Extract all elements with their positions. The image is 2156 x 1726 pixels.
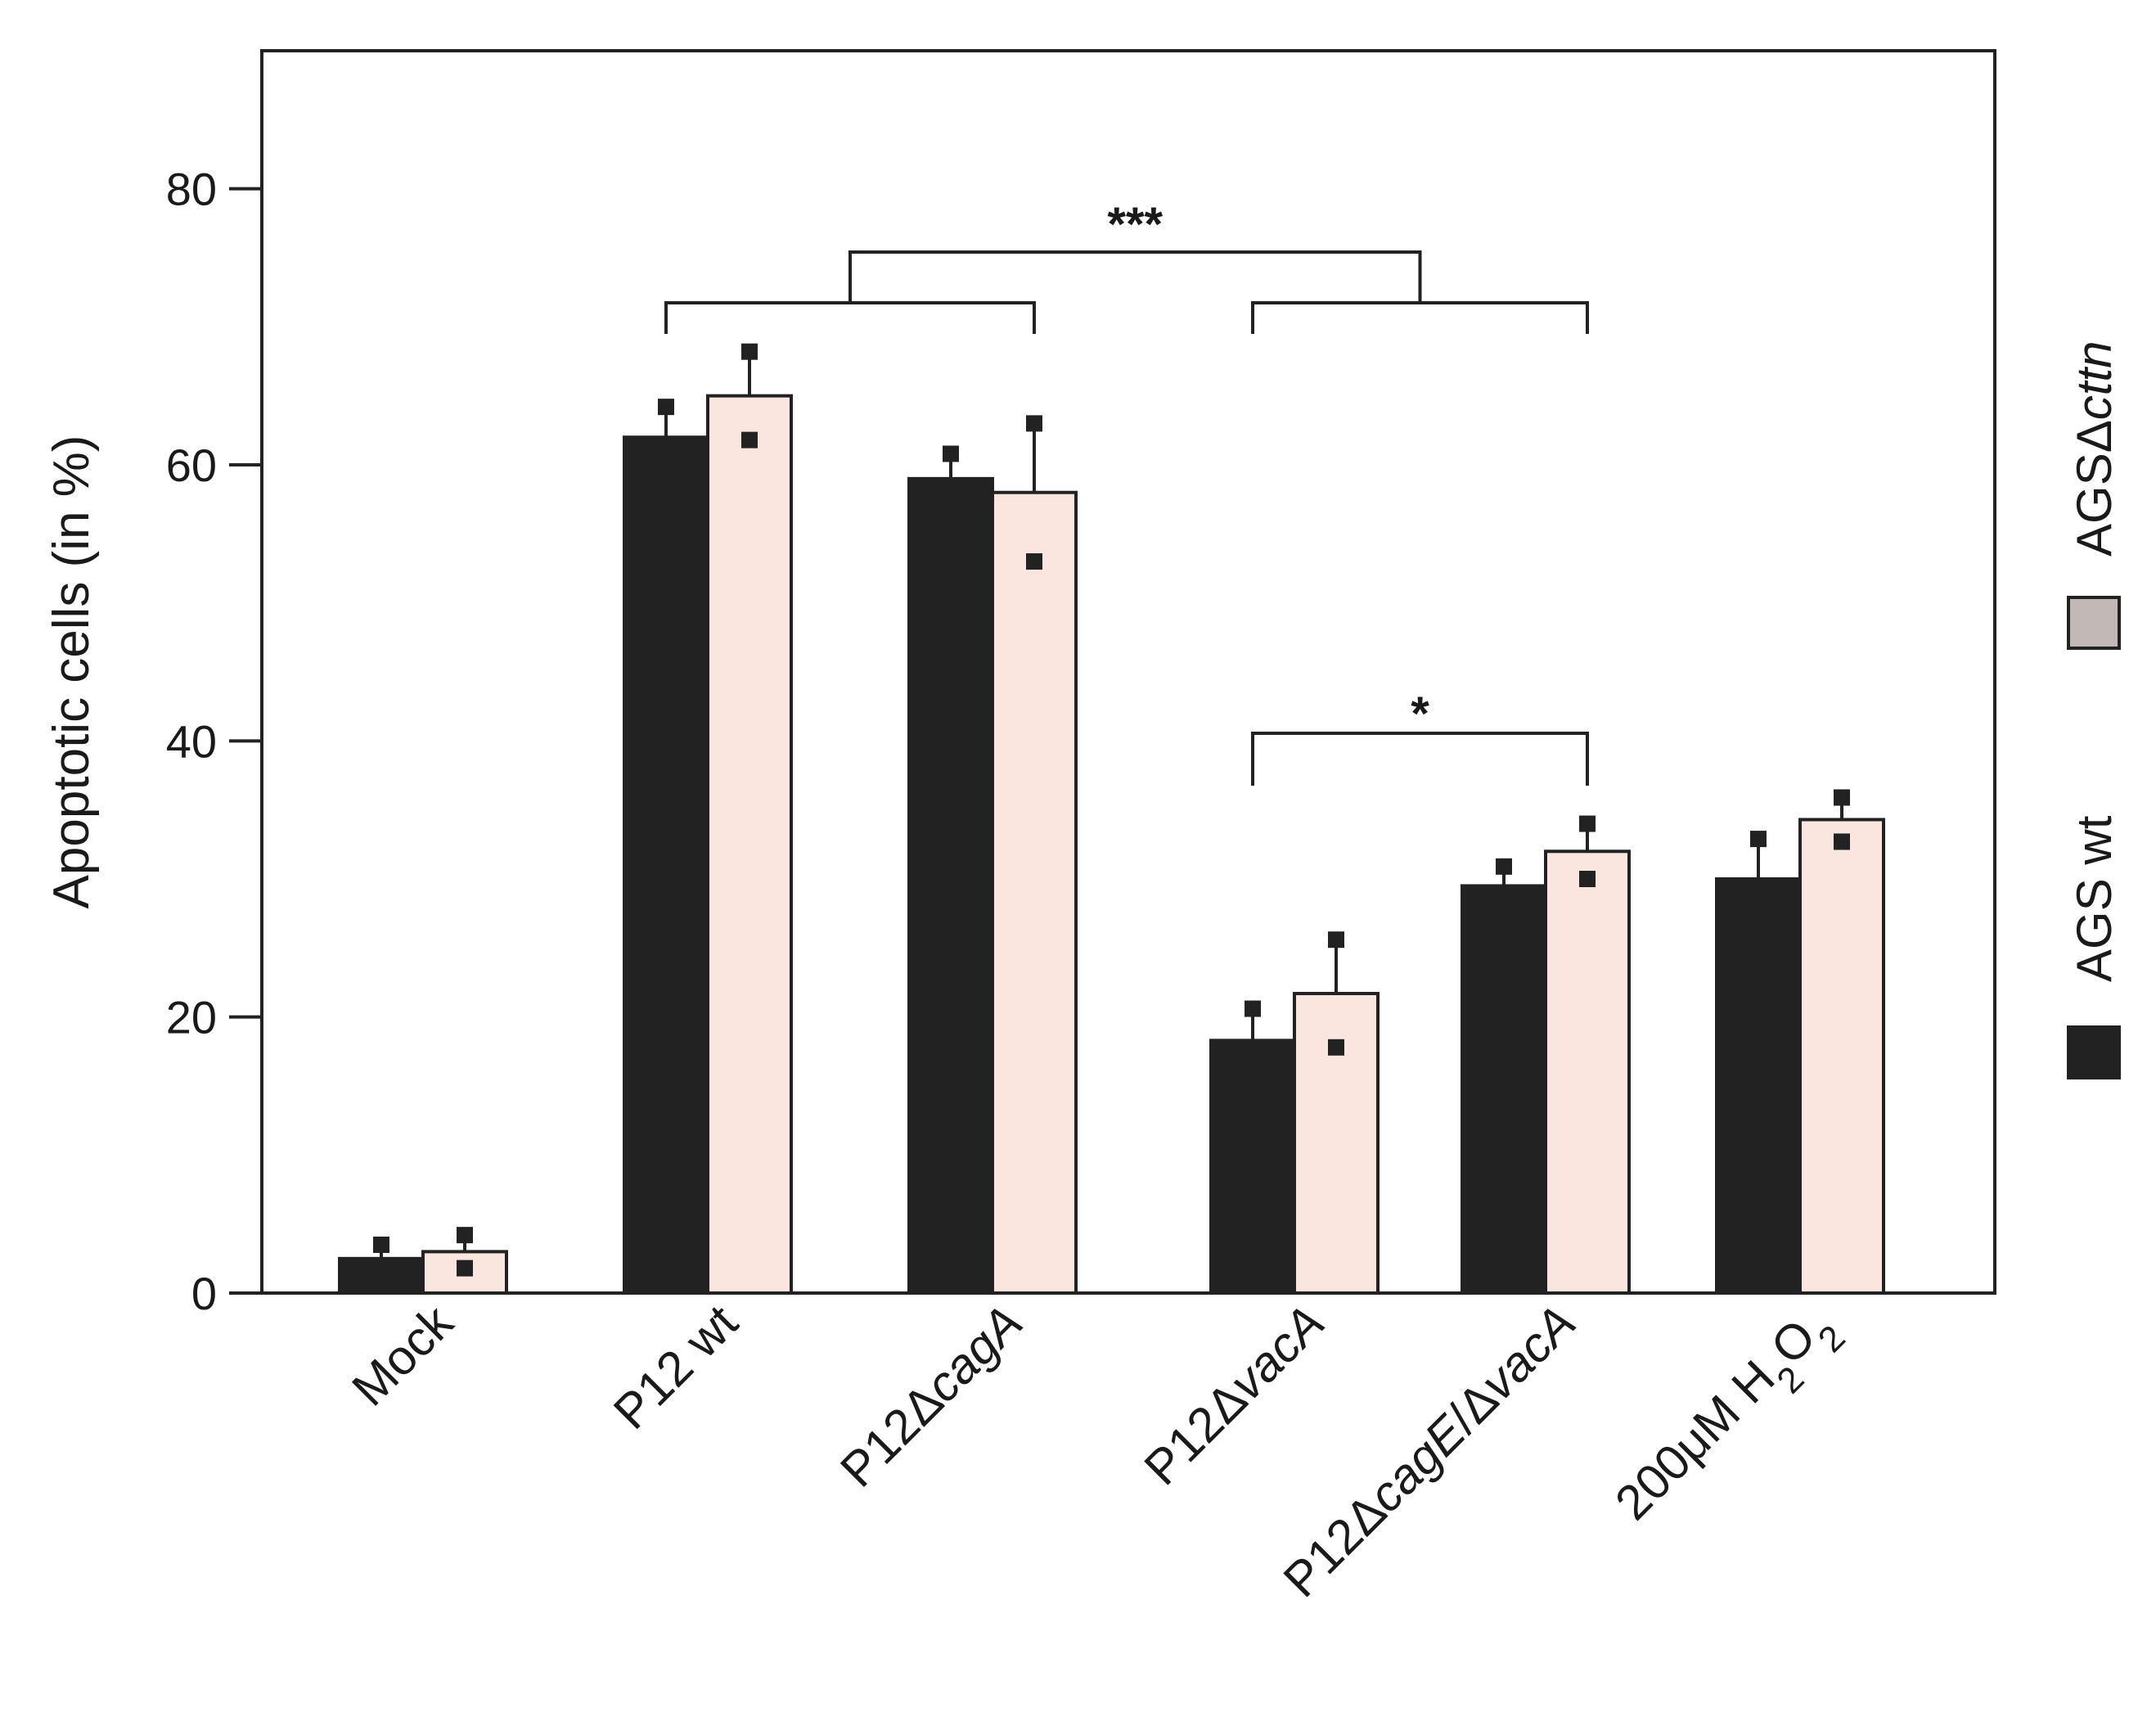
error-cap-upper [1328, 931, 1344, 949]
error-cap-lower [1579, 871, 1596, 887]
bar-ags-wt [1715, 877, 1802, 1295]
legend-swatch-ags-wt [2067, 1025, 2121, 1079]
bracket-right-pair [1251, 301, 1589, 334]
bar-ags-wt [1209, 1039, 1296, 1295]
bar-ags-wt [1461, 884, 1547, 1296]
error-cap-lower [1245, 1064, 1261, 1081]
significance-label-single: * [1411, 687, 1429, 741]
error-cap-upper [1496, 858, 1512, 875]
error-cap-upper [741, 343, 758, 360]
bar-ags-dcttn [1798, 818, 1885, 1295]
legend-label-ags-wt: AGS wt [2067, 815, 2122, 982]
plot-frame [260, 49, 1996, 1295]
bar-ags-dcttn [1544, 849, 1631, 1296]
bar-ags-dcttn [991, 490, 1078, 1295]
error-cap-upper [658, 399, 674, 416]
error-cap-upper [457, 1227, 473, 1244]
error-cap-lower [1834, 833, 1850, 850]
error-cap-lower [1496, 897, 1512, 914]
error-cap-lower [457, 1260, 473, 1277]
error-cap-upper [1834, 789, 1850, 806]
legend-label-ags-dcttn: AGSΔcttn [2067, 340, 2122, 557]
error-cap-upper [1026, 415, 1042, 432]
legend: AGS wt AGSΔcttn [2067, 340, 2122, 1079]
error-cap-lower [741, 431, 758, 448]
error-cap-upper [1245, 1000, 1261, 1017]
category-label: P12ΔcagA [830, 1295, 1033, 1498]
error-cap-lower [658, 459, 674, 476]
significance-label-triple: *** [1107, 198, 1163, 251]
axes: 0 20 40 60 80 Apoptotic cells (in %) [43, 49, 1996, 1319]
y-tick-label: 20 [166, 992, 217, 1043]
category-label: 200μM H2O2 [1605, 1295, 1852, 1543]
error-bars [373, 343, 1850, 1281]
bar-ags-dcttn [706, 394, 793, 1296]
legend-swatch-ags-dcttn [2067, 596, 2121, 650]
error-cap-upper [1579, 815, 1596, 832]
bar-ags-dcttn [1293, 991, 1380, 1295]
y-tick-label: 80 [166, 164, 217, 215]
error-cap-lower [1328, 1039, 1344, 1056]
bracket-left-pair [664, 301, 1036, 334]
y-tick-label: 40 [166, 715, 217, 767]
category-label: Mock [341, 1294, 463, 1416]
y-tick-label: 0 [191, 1268, 217, 1319]
error-cap-lower [1750, 910, 1767, 927]
category-labels: Mock P12 wt P12ΔcagAP12ΔvacAP12ΔcagE/ΔvacA… [341, 1294, 1852, 1607]
category-label: P12ΔvacA [1134, 1295, 1335, 1496]
error-cap-lower [1026, 553, 1042, 570]
bar-ags-wt [907, 476, 994, 1295]
error-cap-upper [943, 445, 959, 462]
error-cap-upper [1750, 831, 1767, 848]
bracket-single [1251, 732, 1589, 786]
y-tick-label: 60 [166, 439, 217, 491]
bars [338, 394, 1885, 1296]
bracket-comparison [848, 250, 1422, 303]
y-axis-title: Apoptotic cells (in %) [43, 435, 100, 909]
category-label: P12 wt [603, 1295, 748, 1440]
error-cap-upper [373, 1236, 389, 1253]
error-cap-lower [373, 1264, 389, 1281]
significance-brackets: **** [664, 198, 1589, 786]
bar-ags-wt [623, 435, 709, 1295]
error-cap-lower [943, 495, 959, 512]
